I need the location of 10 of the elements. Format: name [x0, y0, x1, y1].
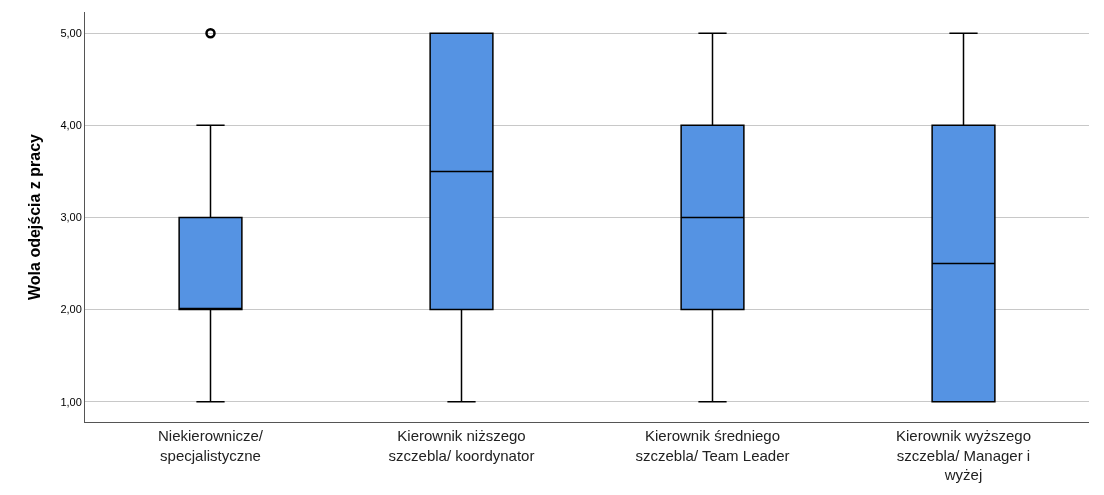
x-tick-label: Kierownik niższego szczebla/ koordynator	[388, 427, 535, 464]
y-axis-title: Wola odejścia z pracy	[26, 133, 44, 300]
y-tick-label: 5,00	[60, 27, 82, 40]
x-tick-label: Kierownik średniego szczebla/ Team Leader	[635, 427, 790, 464]
y-tick-label: 4,00	[60, 119, 82, 132]
y-tick-label: 2,00	[60, 303, 82, 316]
x-tick-label: Kierownik wyższego szczebla/ Manager i wyżej	[895, 427, 1032, 483]
x-tick-label: Niekierownicze/ specjalistyczne	[157, 427, 264, 464]
y-tick-label: 3,00	[60, 211, 82, 224]
y-tick-label: 1,00	[60, 395, 82, 408]
